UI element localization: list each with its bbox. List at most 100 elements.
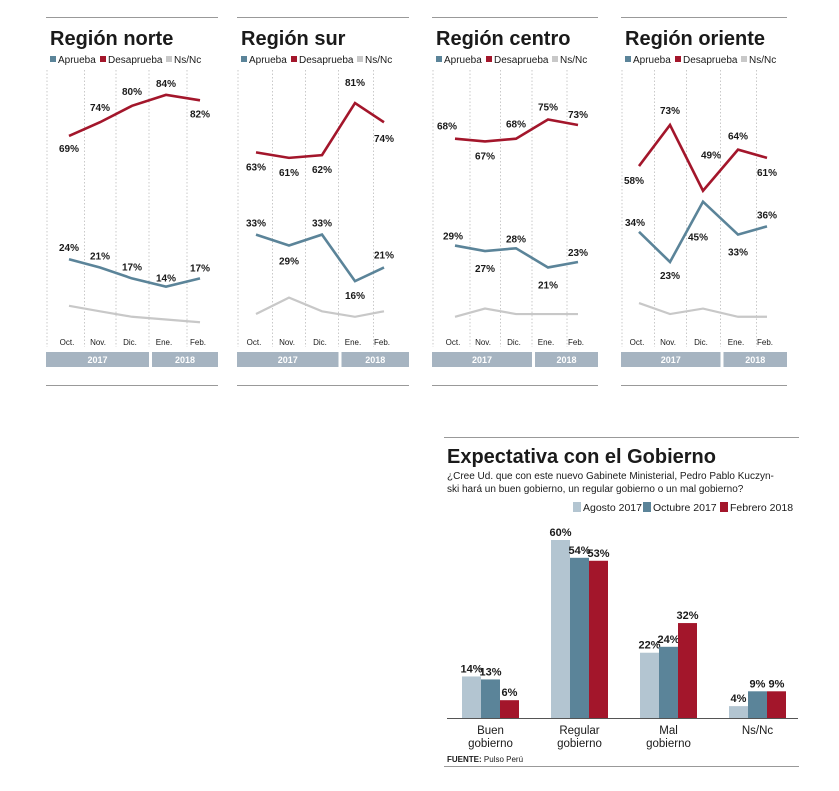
data-label-aprueba: 33% bbox=[312, 219, 332, 230]
month-tick-label: Ene. bbox=[538, 338, 554, 347]
bar-2-2 bbox=[678, 623, 697, 718]
year-label-2018: 2018 bbox=[556, 355, 576, 365]
year-label-2018: 2018 bbox=[175, 355, 195, 365]
year-bar-2017 bbox=[621, 352, 721, 367]
year-bar-2018 bbox=[723, 352, 787, 367]
source-label: FUENTE: bbox=[447, 755, 484, 764]
data-label-aprueba: 27% bbox=[475, 264, 495, 275]
data-label-aprueba: 17% bbox=[122, 262, 142, 273]
bar-value-label: 6% bbox=[502, 687, 518, 699]
series-line-desaprueba bbox=[68, 93, 201, 138]
bar-value-label: 4% bbox=[731, 693, 747, 705]
data-label-desaprueba: 82% bbox=[190, 109, 210, 120]
year-label-2017: 2017 bbox=[661, 355, 681, 365]
bar-value-label: 14% bbox=[460, 663, 482, 675]
month-tick-label: Feb. bbox=[190, 338, 206, 347]
legend-label-aprueba: Aprueba bbox=[58, 55, 96, 66]
data-label-aprueba: 21% bbox=[374, 250, 394, 261]
month-tick-label: Ene. bbox=[728, 338, 744, 347]
data-label-aprueba: 28% bbox=[506, 234, 526, 245]
month-tick-label: Dic. bbox=[313, 338, 327, 347]
data-label-aprueba: 29% bbox=[279, 257, 299, 268]
month-tick-label: Dic. bbox=[123, 338, 137, 347]
data-label-aprueba: 23% bbox=[568, 248, 588, 259]
month-tick-label: Feb. bbox=[757, 338, 773, 347]
legend-swatch-aprueba bbox=[241, 56, 247, 62]
series-line-nsnc bbox=[68, 304, 201, 324]
data-label-aprueba: 21% bbox=[538, 280, 558, 291]
data-label-desaprueba: 84% bbox=[156, 79, 176, 90]
series-line-aprueba bbox=[638, 199, 768, 265]
data-label-desaprueba: 61% bbox=[279, 168, 299, 179]
month-tick-label: Nov. bbox=[279, 338, 295, 347]
data-label-aprueba: 21% bbox=[90, 251, 110, 262]
series-line-desaprueba bbox=[637, 122, 768, 194]
data-label-desaprueba: 75% bbox=[538, 103, 558, 114]
year-label-2017: 2017 bbox=[472, 355, 492, 365]
year-label-2017: 2017 bbox=[278, 355, 298, 365]
data-label-desaprueba: 80% bbox=[122, 87, 142, 98]
data-label-desaprueba: 64% bbox=[728, 132, 748, 143]
bar-1-2 bbox=[589, 560, 608, 718]
bar-0-2 bbox=[500, 700, 519, 718]
bar-chart-subtitle-line2: ski hará un buen gobierno, un regular go… bbox=[447, 484, 744, 495]
data-label-desaprueba: 74% bbox=[374, 134, 394, 145]
bar-2-0 bbox=[640, 652, 659, 718]
series-line-nsnc bbox=[255, 296, 385, 318]
month-tick-label: Dic. bbox=[694, 338, 708, 347]
data-label-desaprueba: 68% bbox=[437, 122, 457, 133]
series-line-aprueba bbox=[255, 233, 385, 283]
panel-region-2: Región centro Aprueba Desaprueba Ns/Nc 68% 67… bbox=[432, 17, 598, 386]
panel-region-3: Región oriente Aprueba Desaprueba Ns/Nc 58% 7… bbox=[621, 17, 787, 386]
legend-label-aprueba: Aprueba bbox=[249, 55, 287, 66]
data-label-desaprueba: 73% bbox=[568, 110, 588, 121]
bar-value-label: 13% bbox=[479, 666, 501, 678]
data-label-aprueba: 45% bbox=[688, 233, 708, 244]
legend-swatch-series bbox=[720, 502, 728, 512]
data-label-aprueba: 29% bbox=[443, 232, 463, 243]
month-tick-label: Ene. bbox=[156, 338, 172, 347]
legend-swatch-nsnc bbox=[552, 56, 558, 62]
legend-swatch-desaprueba bbox=[100, 56, 106, 62]
series-line-desaprueba bbox=[454, 118, 579, 143]
legend-swatch-desaprueba bbox=[486, 56, 492, 62]
data-label-aprueba: 16% bbox=[345, 291, 365, 302]
data-label-aprueba: 23% bbox=[660, 271, 680, 282]
bar-value-label: 32% bbox=[676, 610, 698, 622]
series-line-aprueba bbox=[68, 257, 201, 288]
bar-1-0 bbox=[551, 540, 570, 718]
bar-value-label: 53% bbox=[587, 548, 609, 560]
legend-label-series: Octubre 2017 bbox=[653, 502, 717, 514]
month-tick-label: Oct. bbox=[247, 338, 262, 347]
month-tick-label: Nov. bbox=[660, 338, 676, 347]
panel-title: Región centro bbox=[436, 28, 570, 50]
data-label-desaprueba: 73% bbox=[660, 106, 680, 117]
legend-swatch-aprueba bbox=[625, 56, 631, 62]
year-label-2017: 2017 bbox=[87, 355, 107, 365]
legend-swatch-desaprueba bbox=[291, 56, 297, 62]
legend-label-aprueba: Aprueba bbox=[444, 55, 482, 66]
bar-value-label: 9% bbox=[750, 678, 766, 690]
data-label-desaprueba: 62% bbox=[312, 165, 332, 176]
data-label-aprueba: 24% bbox=[59, 243, 79, 254]
data-label-aprueba: 34% bbox=[625, 218, 645, 229]
year-bar-2018 bbox=[152, 352, 218, 367]
year-bar-2018 bbox=[535, 352, 598, 367]
month-tick-label: Feb. bbox=[568, 338, 584, 347]
legend-label-nsnc: Ns/Nc bbox=[749, 55, 776, 66]
panel-title: Región oriente bbox=[625, 28, 765, 50]
data-label-desaprueba: 61% bbox=[757, 168, 777, 179]
year-bar-2017 bbox=[432, 352, 532, 367]
bar-value-label: 54% bbox=[568, 545, 590, 557]
data-label-desaprueba: 58% bbox=[624, 176, 644, 187]
bar-category-label: gobierno bbox=[646, 738, 691, 750]
bar-value-label: 24% bbox=[657, 634, 679, 646]
data-label-aprueba: 33% bbox=[728, 248, 748, 259]
source-text: Pulso Perú bbox=[484, 755, 523, 764]
legend-swatch-desaprueba bbox=[675, 56, 681, 62]
data-label-aprueba: 33% bbox=[246, 219, 266, 230]
bar-value-label: 9% bbox=[769, 678, 785, 690]
bar-1-1 bbox=[570, 557, 589, 718]
bar-category-label: gobierno bbox=[557, 738, 602, 750]
